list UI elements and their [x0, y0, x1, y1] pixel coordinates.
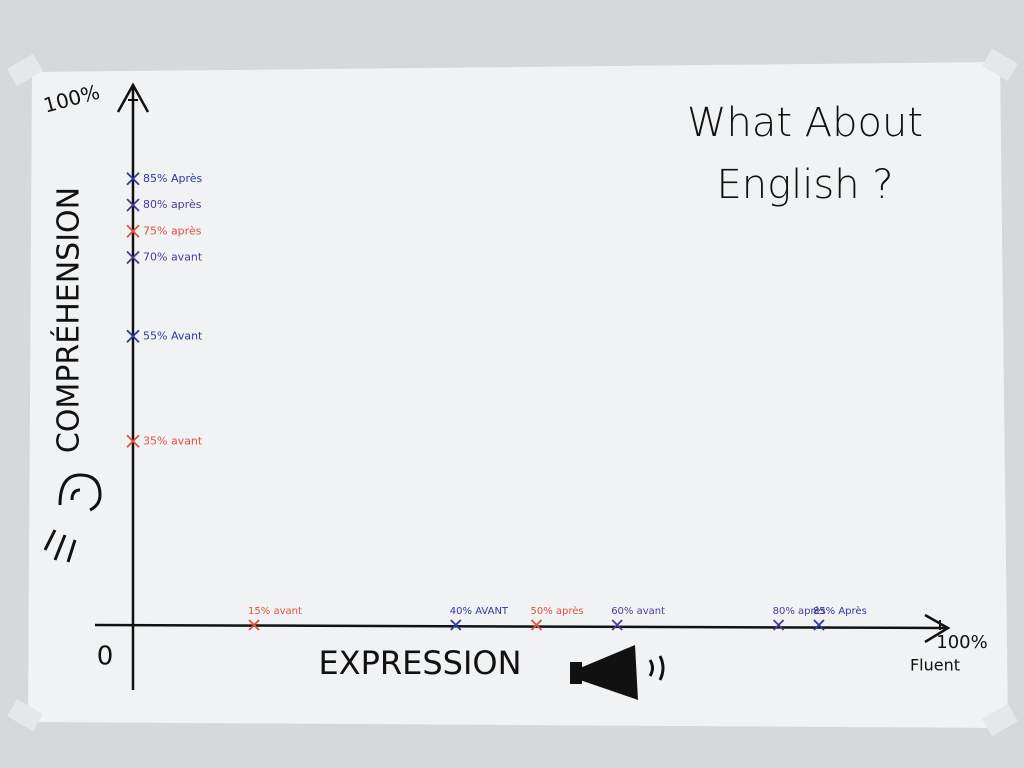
data-point: [813, 619, 825, 631]
point-label: 15% avant: [248, 606, 302, 617]
tape: [7, 53, 43, 87]
point-label: 70% avant: [143, 251, 203, 264]
data-point: [126, 329, 140, 343]
point-label: 60% avant: [611, 606, 665, 617]
y-axis-label: COMPRÉHENSION: [51, 187, 87, 453]
point-label: 80% après: [773, 605, 826, 617]
ear-icon: [43, 473, 102, 563]
x-end-label: Fluent: [910, 656, 960, 675]
x-axis-label: EXPRESSION: [318, 644, 521, 682]
data-point: [611, 619, 623, 631]
point-label: 40% AVANT: [450, 606, 509, 617]
data-point: [126, 172, 140, 186]
tape: [982, 703, 1018, 737]
point-label: 85% Après: [813, 605, 867, 617]
point-label: 55% Avant: [143, 329, 203, 342]
data-point: [126, 434, 140, 448]
point-label: 75% après: [143, 224, 202, 237]
point-label: 35% avant: [143, 434, 203, 447]
tape: [7, 698, 43, 732]
x-axis: [94, 623, 946, 630]
data-point: [450, 619, 462, 631]
data-point: [126, 250, 140, 265]
data-point: [126, 224, 140, 238]
data-point: [248, 619, 260, 631]
point-label: 85% Après: [143, 172, 203, 185]
point-label: 80% après: [143, 198, 202, 211]
point-label: 50% après: [531, 605, 584, 617]
x-tick-label: 0: [97, 642, 114, 672]
data-point: [126, 198, 140, 212]
paper-sheet: [28, 62, 1008, 728]
tape: [982, 48, 1018, 82]
chart-title: What About English ?: [686, 100, 924, 208]
x-arrow: [924, 613, 951, 644]
y-arrow: [116, 82, 150, 113]
x-tick-label: 100%: [936, 632, 987, 653]
megaphone-icon: [570, 645, 665, 700]
data-point: [530, 619, 543, 631]
data-point: [772, 619, 785, 631]
